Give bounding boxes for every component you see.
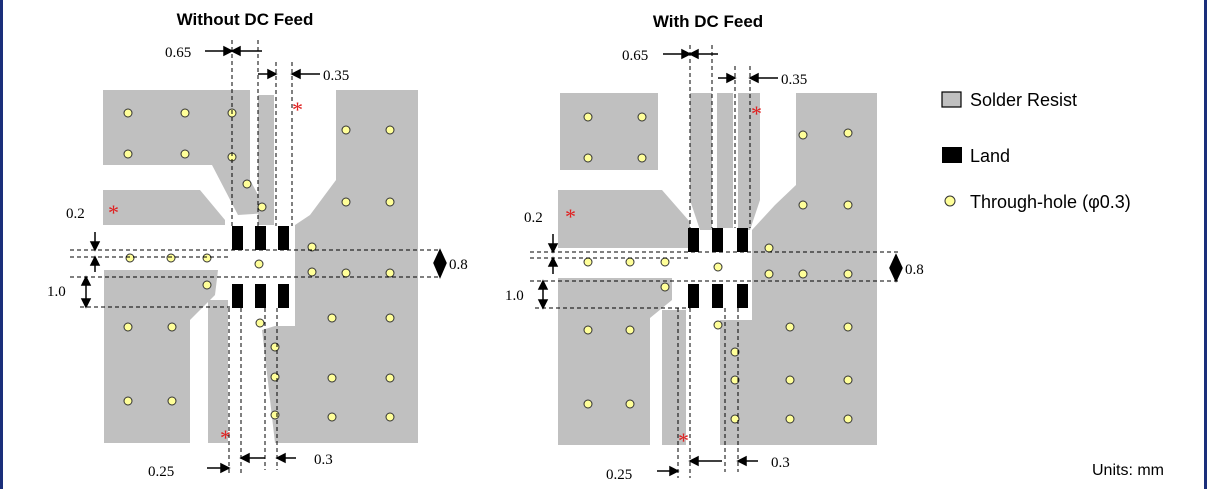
right-dim-0-35: 0.35 (781, 72, 807, 88)
left-lands (232, 226, 289, 308)
left-dim-0-2: 0.2 (66, 206, 85, 222)
legend: Solder Resist Land Through-hole (φ0.3) U… (941, 90, 1164, 479)
svg-text:*: * (108, 200, 119, 225)
left-dim-labels: 0.65 0.35 0.2 0.8 1.0 0.25 0.3 (47, 45, 468, 480)
right-dim-labels: 0.65 0.35 0.2 0.8 1.0 0.25 0.3 (505, 48, 924, 483)
left-dim-1-0: 1.0 (47, 284, 66, 300)
right-asterisks: * * * (565, 101, 762, 453)
solder-resist-swatch (941, 91, 962, 108)
left-dim-0-35: 0.35 (323, 68, 349, 84)
left-through-holes (123, 108, 395, 422)
legend-through-hole: Through-hole (φ0.3) (970, 192, 1131, 212)
right-dim-1-0: 1.0 (505, 288, 524, 304)
right-lands (688, 228, 748, 308)
left-border (0, 0, 3, 489)
left-dim-0-3: 0.3 (314, 452, 333, 468)
left-solder-resist (103, 90, 418, 443)
legend-land: Land (970, 146, 1010, 166)
right-dim-arrows (537, 48, 903, 477)
land-swatch (942, 147, 962, 163)
svg-text:*: * (678, 428, 689, 453)
through-hole-swatch (944, 195, 956, 207)
left-dim-0-65: 0.65 (165, 45, 191, 61)
right-border (1204, 0, 1207, 489)
units-label: Units: mm (1092, 462, 1164, 479)
left-dim-arrows (80, 45, 447, 474)
left-asterisks: * * * (108, 97, 303, 450)
right-dim-0-25: 0.25 (606, 467, 632, 483)
legend-solder-resist: Solder Resist (970, 90, 1077, 110)
left-title: Without DC Feed (177, 10, 314, 29)
left-footprint: Without DC Feed (47, 10, 468, 480)
right-dimension-lines (530, 45, 900, 478)
right-title: With DC Feed (653, 12, 763, 31)
right-dim-0-8: 0.8 (905, 262, 924, 278)
svg-text:*: * (220, 425, 231, 450)
right-dim-0-65: 0.65 (622, 48, 648, 64)
left-dim-0-8: 0.8 (449, 257, 468, 273)
right-dim-0-2: 0.2 (524, 210, 543, 226)
left-dim-0-25: 0.25 (148, 464, 174, 480)
right-solder-resist (558, 93, 877, 445)
svg-text:*: * (292, 97, 303, 122)
svg-text:*: * (751, 101, 762, 126)
right-through-holes (583, 112, 853, 424)
right-dim-0-3: 0.3 (771, 455, 790, 471)
left-dimension-lines (70, 40, 440, 476)
right-footprint: With DC Feed (505, 12, 924, 483)
svg-text:*: * (565, 204, 576, 229)
